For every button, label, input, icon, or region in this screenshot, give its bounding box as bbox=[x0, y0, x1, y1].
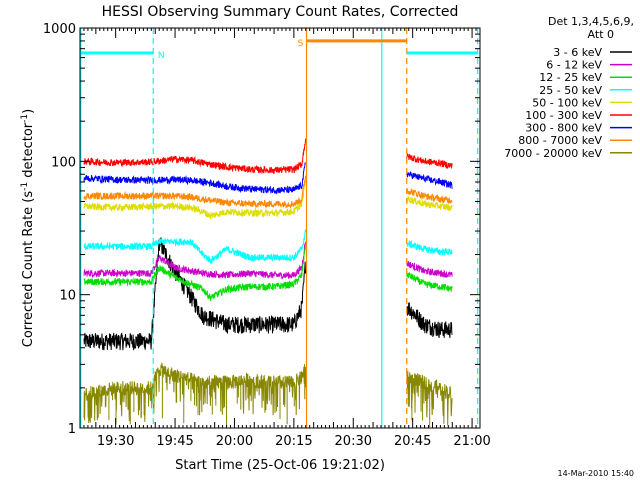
x-tick-label: 20:15 bbox=[275, 434, 312, 449]
series-line-3-part-1 bbox=[83, 241, 307, 302]
series-line-5-part-2 bbox=[406, 195, 453, 211]
series-line-1-part-2 bbox=[406, 302, 453, 338]
series-line-8-part-2 bbox=[406, 187, 453, 204]
series-line-2-part-1 bbox=[83, 241, 307, 280]
legend-label-9: 7000 - 20000 keV bbox=[504, 147, 602, 160]
series-line-4-part-1 bbox=[83, 229, 307, 264]
legend-label-7: 300 - 800 keV bbox=[525, 122, 602, 135]
plot-frame bbox=[79, 27, 481, 429]
x-tick-label: 20:45 bbox=[394, 434, 431, 449]
legend-label-6: 100 - 300 keV bbox=[525, 109, 602, 122]
series-line-7-part-2 bbox=[406, 171, 453, 189]
series-line-8-part-1 bbox=[83, 175, 307, 210]
x-tick-label: 19:45 bbox=[156, 434, 193, 449]
x-axis-label: Start Time (25-Oct-06 19:21:02) bbox=[175, 458, 385, 473]
x-tick-label: 20:30 bbox=[335, 434, 372, 449]
series-line-1-part-1 bbox=[83, 237, 307, 351]
legend-label-3: 12 - 25 keV bbox=[539, 71, 602, 84]
flag-label-S: S bbox=[298, 39, 304, 49]
y-tick-label: 100 bbox=[51, 155, 76, 170]
legend-label-4: 25 - 50 keV bbox=[539, 84, 602, 97]
y-tick-label: 1000 bbox=[43, 22, 76, 37]
x-tick-label: 19:30 bbox=[97, 434, 134, 449]
y-tick-label: 10 bbox=[59, 289, 76, 304]
chart-title: HESSI Observing Summary Count Rates, Cor… bbox=[102, 4, 459, 20]
y-tick-label: 1 bbox=[68, 422, 76, 437]
series-line-3-part-2 bbox=[406, 271, 453, 292]
legend-label-5: 50 - 100 keV bbox=[532, 96, 602, 109]
series-line-6-part-1 bbox=[83, 138, 307, 175]
series-line-7-part-1 bbox=[83, 162, 306, 195]
legend-header-line1: Det 1,3,4,5,6,9, bbox=[548, 15, 634, 28]
x-tick-label: 21:00 bbox=[453, 434, 490, 449]
series-line-5-part-1 bbox=[83, 175, 307, 220]
series-line-4-part-2 bbox=[406, 239, 453, 256]
legend-label-2: 6 - 12 keV bbox=[546, 59, 602, 72]
footer-timestamp: 14-Mar-2010 15:40 bbox=[558, 469, 635, 478]
x-tick-label: 20:00 bbox=[216, 434, 253, 449]
series-line-6-part-2 bbox=[406, 153, 453, 170]
legend-label-8: 800 - 7000 keV bbox=[518, 134, 602, 147]
series-line-2-part-2 bbox=[406, 260, 453, 278]
flag-label-N: N bbox=[158, 51, 165, 61]
legend-label-1: 3 - 6 keV bbox=[553, 46, 602, 59]
legend-header-line2: Att 0 bbox=[588, 28, 614, 41]
y-axis-label: Corrected Count Rate (s-1 detector-1) bbox=[20, 109, 36, 347]
